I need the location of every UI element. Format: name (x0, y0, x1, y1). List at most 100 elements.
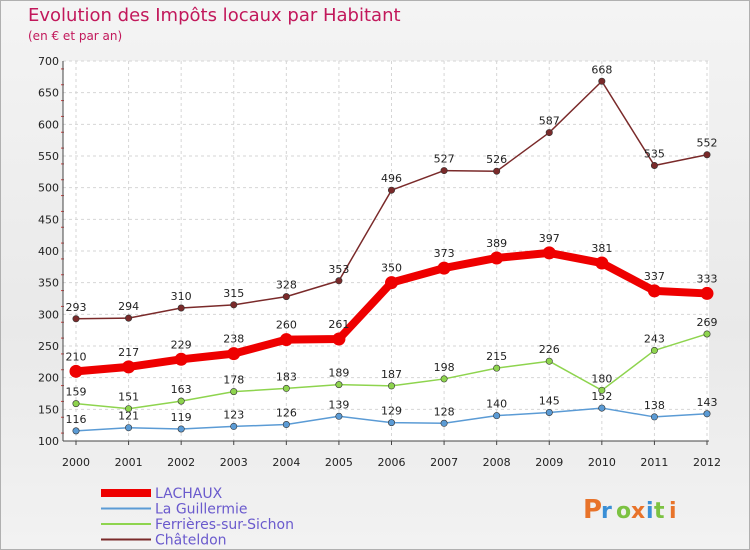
y-tick-label: 700 (38, 55, 59, 68)
data-label: 163 (171, 383, 192, 396)
data-point (125, 405, 133, 413)
chart-subtitle: (en € et par an) (28, 29, 123, 43)
logo-letter: t (654, 499, 665, 524)
data-label: 353 (328, 263, 349, 276)
data-point (545, 129, 553, 137)
logo-letter: i (669, 499, 677, 524)
data-label: 139 (328, 398, 349, 411)
data-point (332, 332, 346, 346)
data-point (282, 293, 290, 301)
data-label: 552 (697, 137, 718, 150)
x-tick-label: 2011 (640, 456, 668, 469)
data-label: 535 (644, 148, 665, 161)
data-point (598, 77, 606, 85)
data-label: 587 (539, 115, 560, 128)
data-label: 238 (223, 333, 244, 346)
y-tick-label: 500 (38, 182, 59, 195)
data-label: 337 (644, 270, 665, 283)
proxiti-logo: Pr o x i t i (583, 495, 677, 525)
series-lachaux: 210 217 229 238 260 261 350 373 389 397 381 337 333 (66, 232, 718, 378)
axes: 100 150 200 250 300 350 400 450 500 550 600 650 700 2… (38, 55, 721, 469)
data-point (598, 386, 606, 394)
logo-letter: i (646, 499, 654, 524)
data-point (122, 360, 136, 374)
y-tick-label: 300 (38, 308, 59, 321)
y-tick-label: 150 (38, 403, 59, 416)
data-label: 229 (171, 338, 192, 351)
y-tick-label: 650 (38, 87, 59, 100)
data-label: 128 (434, 405, 455, 418)
data-label: 350 (381, 262, 402, 275)
data-label: 527 (434, 153, 455, 166)
data-point (545, 408, 553, 416)
y-tick-label: 100 (38, 435, 59, 448)
legend-item: La Guillermie (101, 502, 247, 518)
x-tick-label: 2012 (693, 456, 721, 469)
data-point (595, 256, 609, 270)
data-point (125, 314, 133, 322)
data-label: 129 (381, 405, 402, 418)
grid (63, 60, 709, 442)
data-point (174, 352, 188, 366)
data-label: 198 (434, 361, 455, 374)
data-label: 260 (276, 319, 297, 332)
data-label: 668 (591, 63, 612, 76)
data-label: 187 (381, 368, 402, 381)
data-point (387, 419, 395, 427)
data-label: 138 (644, 399, 665, 412)
logo-letter: x (631, 499, 645, 524)
data-point (72, 315, 80, 323)
data-label: 294 (118, 300, 139, 313)
legend-item: Châteldon (101, 533, 227, 549)
data-point (703, 330, 711, 338)
data-point (598, 404, 606, 412)
data-label: 293 (66, 301, 87, 314)
data-point (703, 151, 711, 159)
x-tick-label: 2004 (272, 456, 300, 469)
data-label: 145 (539, 395, 560, 408)
y-tick-label: 550 (38, 150, 59, 163)
data-point (230, 388, 238, 396)
y-tick-label: 350 (38, 277, 59, 290)
x-tick-label: 2000 (62, 456, 90, 469)
series-ch-teldon: 293 294 310 315 328 353 496 527 526 587 668 535 552 (66, 63, 718, 323)
legend-item: LACHAUX (101, 486, 223, 502)
data-point (177, 397, 185, 405)
data-point (440, 375, 448, 383)
legend-label: La Guillermie (155, 502, 247, 518)
data-point (69, 364, 83, 378)
data-label: 152 (591, 390, 612, 403)
data-label: 123 (223, 408, 244, 421)
x-tick-label: 2002 (167, 456, 195, 469)
x-tick-label: 2006 (378, 456, 406, 469)
x-tick-label: 2003 (220, 456, 248, 469)
data-point (493, 167, 501, 175)
data-label: 243 (644, 332, 665, 345)
data-point (335, 412, 343, 420)
logo-letter: P (583, 495, 602, 525)
data-label: 178 (223, 374, 244, 387)
data-point (230, 422, 238, 430)
data-label: 215 (486, 350, 507, 363)
data-label: 119 (171, 411, 192, 424)
data-label: 143 (697, 396, 718, 409)
y-tick-label: 450 (38, 213, 59, 226)
data-point (72, 427, 80, 435)
x-tick-label: 2009 (535, 456, 563, 469)
data-label: 217 (118, 346, 139, 359)
series-la-guillermie: 116 121 119 123 126 139 129 128 140 145 152 138 143 (66, 390, 718, 435)
data-label: 397 (539, 232, 560, 245)
legend-label: Ferrières-sur-Sichon (155, 517, 294, 533)
data-point (282, 384, 290, 392)
data-label: 310 (171, 290, 192, 303)
x-tick-label: 2008 (483, 456, 511, 469)
data-label: 159 (66, 386, 87, 399)
x-tick-label: 2005 (325, 456, 353, 469)
chart-title: Evolution des Impôts locaux par Habitant (28, 5, 401, 26)
data-point (650, 413, 658, 421)
data-point (490, 251, 504, 265)
data-point (493, 364, 501, 372)
